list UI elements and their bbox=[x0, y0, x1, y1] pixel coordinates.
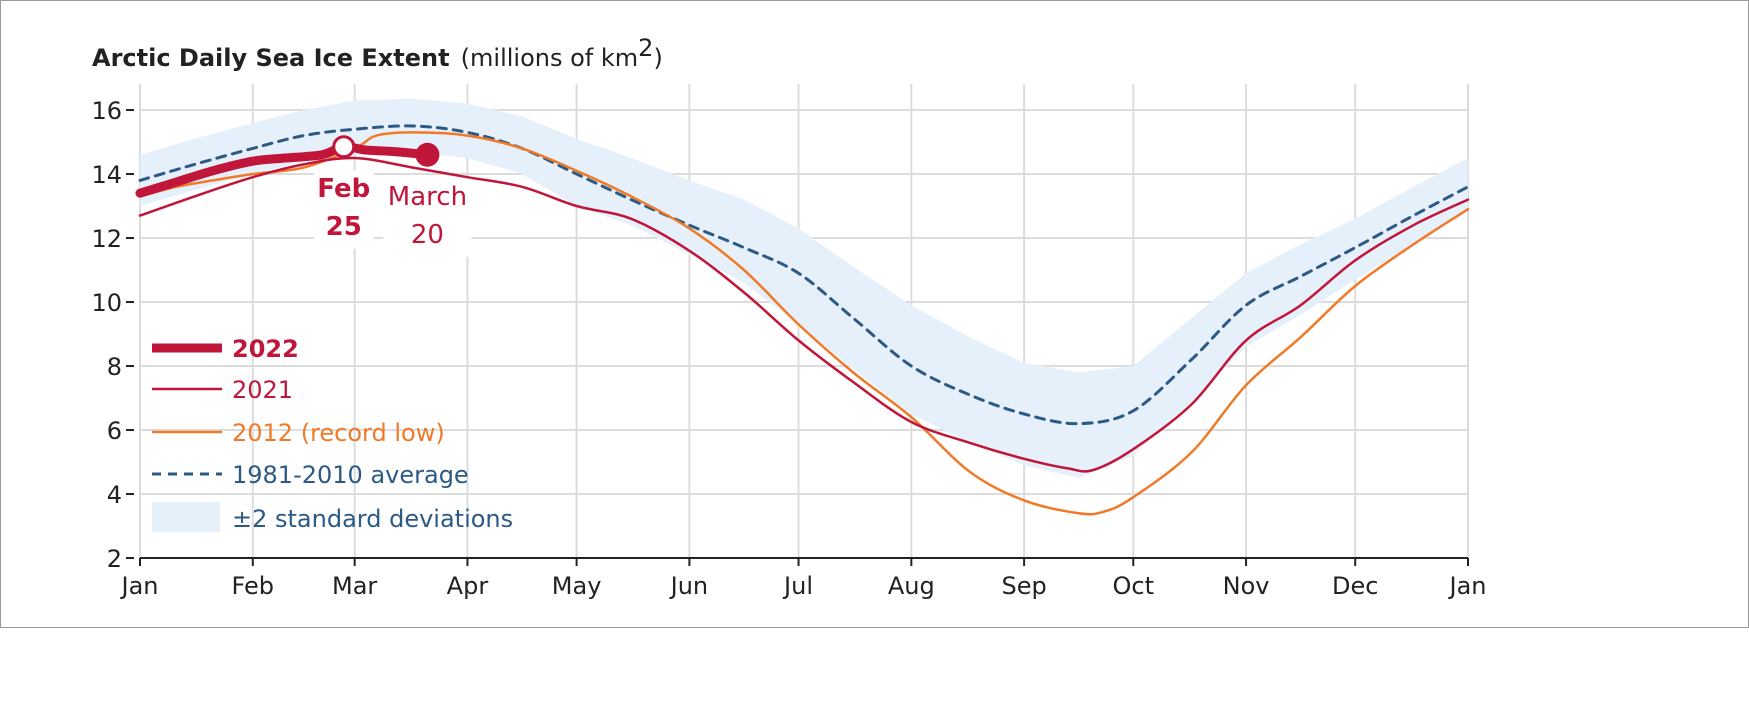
annotation-label: March 20 bbox=[383, 178, 472, 257]
legend-item: ±2 standard deviations bbox=[152, 502, 513, 533]
legend-label: 2012 (record low) bbox=[232, 419, 445, 447]
y-tick-label: 6 bbox=[107, 417, 122, 445]
legend-swatch-band bbox=[152, 502, 220, 532]
std-band bbox=[140, 98, 1468, 479]
x-tick-label: Aug bbox=[888, 572, 935, 600]
y-tick-label: 10 bbox=[91, 289, 122, 317]
x-tick-label: Oct bbox=[1113, 572, 1155, 600]
legend-label: ±2 standard deviations bbox=[232, 505, 513, 533]
std-deviation-band bbox=[140, 98, 1468, 479]
y-tick-label: 12 bbox=[91, 225, 122, 253]
feb-25-marker bbox=[332, 135, 356, 159]
march-20-marker bbox=[415, 142, 440, 167]
legend-item: 1981-2010 average bbox=[152, 461, 469, 489]
x-tick-label: Jan bbox=[120, 572, 159, 600]
legend-item: 2022 bbox=[152, 335, 299, 363]
y-tick-label: 4 bbox=[107, 481, 122, 509]
legend: 2022 2021 2012 (record low) 1981-2010 avera… bbox=[152, 335, 513, 533]
x-tick-label: Apr bbox=[447, 572, 489, 600]
legend-label: 1981-2010 average bbox=[232, 461, 469, 489]
x-tick-label: Jul bbox=[782, 572, 813, 600]
x-tick-label: Mar bbox=[332, 572, 377, 600]
legend-label: 2021 bbox=[232, 376, 293, 404]
annotation-line1: March bbox=[388, 182, 467, 212]
annotation-line1: Feb bbox=[317, 174, 370, 204]
annotations: Feb 25 March 20 bbox=[313, 135, 472, 257]
legend-item: 2021 bbox=[152, 376, 293, 404]
x-tick-label: Nov bbox=[1223, 572, 1270, 600]
x-tick-label: Dec bbox=[1332, 572, 1378, 600]
y-tick-label: 16 bbox=[91, 97, 122, 125]
legend-label: 2022 bbox=[232, 335, 299, 363]
annotation-line2: 25 bbox=[326, 212, 362, 242]
annotation-line2: 20 bbox=[411, 220, 444, 250]
x-tick-label: Feb bbox=[232, 572, 275, 600]
y-tick-label: 14 bbox=[91, 161, 122, 189]
x-tick-label: Jan bbox=[1448, 572, 1487, 600]
annotation-label: Feb 25 bbox=[313, 170, 374, 249]
annotation-label-bg bbox=[383, 178, 472, 257]
annotation-label-bg bbox=[313, 170, 374, 249]
y-tick-label: 2 bbox=[107, 545, 122, 573]
series-line-2021 bbox=[138, 156, 1470, 473]
chart-title: Arctic Daily Sea Ice Extent (millions of… bbox=[92, 34, 663, 72]
series-lines bbox=[135, 124, 1470, 516]
x-tick-label: Jun bbox=[669, 572, 709, 600]
series-line-1981-2010-average bbox=[138, 124, 1470, 426]
axes: 2 4 6 8 10 12 14 16 Jan Feb Mar Apr May Jun Jul Aug Sep O… bbox=[91, 97, 1486, 600]
legend-item: 2012 (record low) bbox=[152, 419, 445, 447]
series-line-2022 bbox=[135, 142, 432, 198]
x-tick-label: Sep bbox=[1002, 572, 1047, 600]
y-tick-label: 8 bbox=[107, 353, 122, 381]
x-tick-label: May bbox=[552, 572, 602, 600]
